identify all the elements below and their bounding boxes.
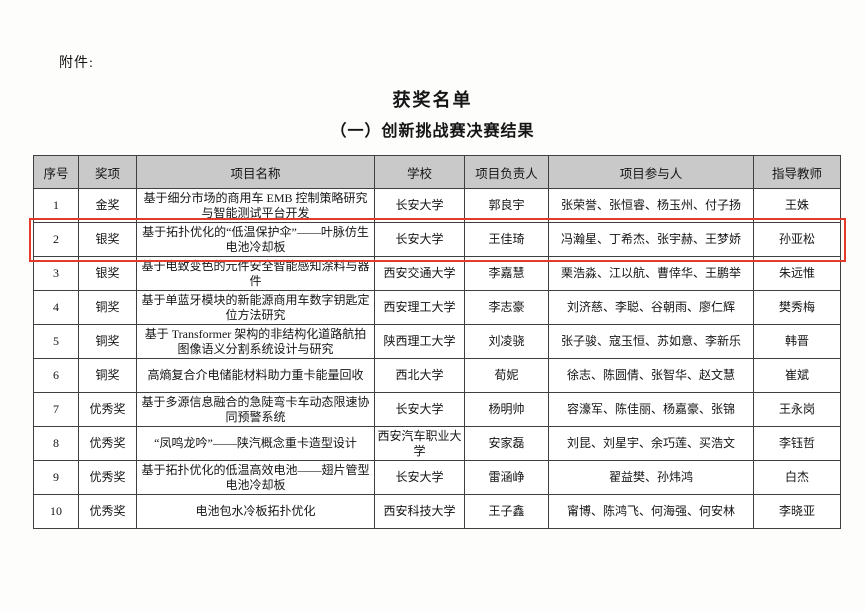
award-table: 序号 奖项 项目名称 学校 项目负责人 项目参与人 指导教师 1 金奖 基于细分市场的商用车 E… [28, 155, 846, 529]
table-row: 4 铜奖 基于单蓝牙模块的新能源商用车数字钥匙定位方法研究 西安理工大学 李志豪 刘济慈、… [33, 290, 841, 325]
column-header: 项目负责人 [464, 155, 549, 189]
table-row-highlighted: 2 银奖 基于拓扑优化的“低温保护伞”——叶脉仿生电池冷却板 长安大学 王佳琦 冯瀚星、丁… [28, 217, 846, 262]
cell-no: 2 [33, 222, 79, 257]
cell-advisor: 王姝 [753, 188, 841, 223]
cell-leader: 刘凌骁 [464, 324, 549, 359]
cell-advisor: 樊秀梅 [753, 290, 841, 325]
cell-school: 长安大学 [374, 222, 465, 257]
cell-leader: 李志豪 [464, 290, 549, 325]
cell-project: 基于电致变色的元件安全智能感知涂料与器件 [136, 256, 375, 291]
page-subtitle: （一）创新挑战赛决赛结果 [330, 123, 535, 140]
cell-leader: 王子鑫 [464, 494, 549, 529]
table-row: 1 金奖 基于细分市场的商用车 EMB 控制策略研究与智能测试平台开发 长安大学 郭良宇… [33, 188, 841, 223]
cell-school: 长安大学 [374, 188, 465, 223]
cell-no: 5 [33, 324, 79, 359]
table-row: 8 优秀奖 “凤鸣龙吟”——陕汽概念重卡造型设计 西安汽车职业大学 安家磊 刘昆、刘星宇、… [33, 426, 841, 461]
cell-members: 容濠军、陈佳丽、杨嘉豪、张锦 [548, 392, 754, 427]
cell-award: 银奖 [78, 256, 137, 291]
cell-project: 基于 Transformer 架构的非结构化道路航拍图像语义分割系统设计与研究 [136, 324, 375, 359]
cell-school: 西安交通大学 [374, 256, 465, 291]
cell-project: “凤鸣龙吟”——陕汽概念重卡造型设计 [136, 426, 375, 461]
cell-advisor: 朱远惟 [753, 256, 841, 291]
cell-no: 4 [33, 290, 79, 325]
cell-school: 长安大学 [374, 392, 465, 427]
cell-members: 翟益樊、孙炜鸿 [548, 460, 754, 495]
cell-advisor: 崔斌 [753, 358, 841, 393]
cell-members: 冯瀚星、丁希杰、张宇赫、王梦娇 [548, 222, 754, 257]
table-row: 9 优秀奖 基于拓扑优化的低温高效电池——翅片管型电池冷却板 长安大学 雷涵峥 翟益樊、孙… [33, 460, 841, 495]
cell-no: 3 [33, 256, 79, 291]
cell-project: 电池包水冷板拓扑优化 [136, 494, 375, 529]
cell-award: 铜奖 [78, 324, 137, 359]
cell-project: 基于多源信息融合的急陡弯卡车动态限速协同预警系统 [136, 392, 375, 427]
cell-award: 优秀奖 [78, 460, 137, 495]
cell-members: 徐志、陈圆倩、张智华、赵文慧 [548, 358, 754, 393]
cell-project: 基于单蓝牙模块的新能源商用车数字钥匙定位方法研究 [136, 290, 375, 325]
cell-advisor: 李晓亚 [753, 494, 841, 529]
cell-project: 基于拓扑优化的“低温保护伞”——叶脉仿生电池冷却板 [136, 222, 375, 257]
cell-members: 张子骏、寇玉恒、苏如意、李新乐 [548, 324, 754, 359]
attachment-label: 附件: [59, 56, 94, 71]
table-row: 10 优秀奖 电池包水冷板拓扑优化 西安科技大学 王子鑫 甯博、陈鸿飞、何海强、何安林 李晓… [33, 494, 841, 529]
cell-award: 铜奖 [78, 358, 137, 393]
cell-members: 刘昆、刘星宇、余巧莲、买浩文 [548, 426, 754, 461]
cell-advisor: 王永岗 [753, 392, 841, 427]
cell-no: 6 [33, 358, 79, 393]
cell-school: 西安科技大学 [374, 494, 465, 529]
cell-leader: 雷涵峥 [464, 460, 549, 495]
cell-leader: 杨明帅 [464, 392, 549, 427]
cell-advisor: 李钰哲 [753, 426, 841, 461]
cell-members: 张荣誉、张恒睿、杨玉州、付子扬 [548, 188, 754, 223]
cell-award: 银奖 [78, 222, 137, 257]
cell-project: 高熵复合介电储能材料助力重卡能量回收 [136, 358, 375, 393]
cell-school: 西安理工大学 [374, 290, 465, 325]
cell-school: 西北大学 [374, 358, 465, 393]
cell-leader: 郭良宇 [464, 188, 549, 223]
cell-members: 刘济慈、李聪、谷朝雨、廖仁辉 [548, 290, 754, 325]
cell-leader: 安家磊 [464, 426, 549, 461]
cell-no: 7 [33, 392, 79, 427]
cell-award: 铜奖 [78, 290, 137, 325]
cell-leader: 王佳琦 [464, 222, 549, 257]
cell-no: 9 [33, 460, 79, 495]
table-row: 6 铜奖 高熵复合介电储能材料助力重卡能量回收 西北大学 荀妮 徐志、陈圆倩、张智华、赵文… [33, 358, 841, 393]
cell-advisor: 孙亚松 [753, 222, 841, 257]
table-body: 1 金奖 基于细分市场的商用车 EMB 控制策略研究与智能测试平台开发 长安大学 郭良宇… [28, 188, 846, 529]
cell-leader: 荀妮 [464, 358, 549, 393]
cell-members: 栗浩淼、江以航、曹倖华、王鹏举 [548, 256, 754, 291]
cell-award: 金奖 [78, 188, 137, 223]
cell-project: 基于拓扑优化的低温高效电池——翅片管型电池冷却板 [136, 460, 375, 495]
cell-award: 优秀奖 [78, 426, 137, 461]
cell-members: 甯博、陈鸿飞、何海强、何安林 [548, 494, 754, 529]
table-row: 3 银奖 基于电致变色的元件安全智能感知涂料与器件 西安交通大学 李嘉慧 栗浩淼、江以航、… [33, 256, 841, 291]
column-header: 项目名称 [136, 155, 375, 189]
table-row: 7 优秀奖 基于多源信息融合的急陡弯卡车动态限速协同预警系统 长安大学 杨明帅 容濠军、陈… [33, 392, 841, 427]
cell-leader: 李嘉慧 [464, 256, 549, 291]
column-header: 学校 [374, 155, 465, 189]
cell-school: 西安汽车职业大学 [374, 426, 465, 461]
column-header: 序号 [33, 155, 79, 189]
cell-advisor: 白杰 [753, 460, 841, 495]
cell-award: 优秀奖 [78, 392, 137, 427]
column-header: 奖项 [78, 155, 137, 189]
cell-award: 优秀奖 [78, 494, 137, 529]
table-row: 5 铜奖 基于 Transformer 架构的非结构化道路航拍图像语义分割系统设计与… [33, 324, 841, 359]
column-header: 指导教师 [753, 155, 841, 189]
page-title: 获奖名单 [392, 90, 473, 110]
cell-no: 1 [33, 188, 79, 223]
cell-school: 陕西理工大学 [374, 324, 465, 359]
cell-advisor: 韩晋 [753, 324, 841, 359]
cell-project: 基于细分市场的商用车 EMB 控制策略研究与智能测试平台开发 [136, 188, 375, 223]
column-header: 项目参与人 [548, 155, 754, 189]
cell-no: 10 [33, 494, 79, 529]
table-header-row: 序号 奖项 项目名称 学校 项目负责人 项目参与人 指导教师 [33, 155, 841, 189]
cell-school: 长安大学 [374, 460, 465, 495]
cell-no: 8 [33, 426, 79, 461]
